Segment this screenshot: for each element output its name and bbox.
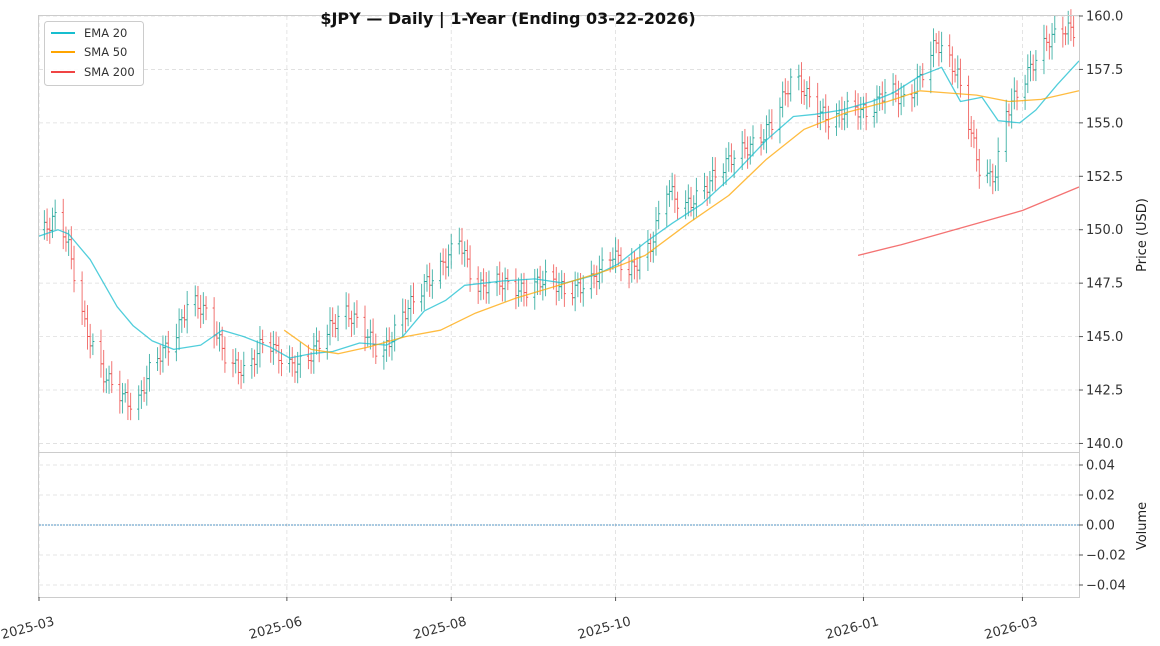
- volume-axis-ticks: −0.04 −0.02 0.00 0.02 0.04: [1079, 459, 1126, 594]
- price-tick-label: 147.5: [1086, 277, 1123, 292]
- ohlc-bar: [940, 31, 944, 63]
- legend-label-sma200: SMA 200: [84, 65, 135, 79]
- ohlc-bar: [996, 137, 1000, 191]
- ohlc-bar: [657, 200, 661, 230]
- sma200-line: [857, 186, 1080, 257]
- ohlc-bar: [1053, 15, 1057, 43]
- ohlc-bar: [147, 353, 151, 392]
- ohlc-bar: [261, 329, 265, 354]
- ohlc-bar: [204, 296, 208, 321]
- ohlc-bar: [619, 247, 623, 282]
- ohlc-bar: [355, 300, 359, 328]
- ema20-line: [38, 60, 1080, 359]
- price-tick-label: 155.0: [1086, 116, 1123, 131]
- volume-tick-label: 0.00: [1086, 519, 1115, 534]
- volume-tick-label: −0.02: [1086, 549, 1126, 564]
- ohlc-bar: [713, 157, 717, 191]
- chart-title: $JPY — Daily | 1-Year (Ending 03-22-2026…: [320, 9, 695, 29]
- ohlc-bar: [770, 109, 774, 140]
- price-tick-label: 160.0: [1086, 10, 1123, 25]
- ohlc-bar: [694, 177, 698, 217]
- ohlc-bar: [91, 333, 95, 356]
- ohlc-bar: [600, 247, 604, 283]
- ohlc-bar: [977, 148, 981, 189]
- ohlc-bar: [562, 272, 566, 307]
- ohlc-bar: [242, 351, 246, 384]
- price-tick-label: 140.0: [1086, 437, 1123, 452]
- ohlc-bar: [751, 125, 755, 157]
- ohlc-bar: [525, 278, 529, 307]
- price-axis-label: Price (USD): [1135, 198, 1150, 272]
- price-tick-label: 142.5: [1086, 384, 1123, 399]
- price-tick-label: 152.5: [1086, 170, 1123, 185]
- ohlc-bar: [544, 259, 548, 297]
- ohlc-bar: [864, 92, 868, 131]
- ohlc-bar: [449, 234, 453, 269]
- price-tick-label: 145.0: [1086, 330, 1123, 345]
- ohlc-bar: [185, 290, 189, 334]
- volume-axis-label: Volume: [1135, 502, 1150, 550]
- ohlc-bar: [1034, 50, 1038, 82]
- ohlc-bar: [1072, 15, 1076, 47]
- legend-label-sma50: SMA 50: [84, 45, 127, 59]
- ohlc-bar: [808, 76, 812, 108]
- volume-tick-label: −0.04: [1086, 579, 1126, 594]
- ohlc-bar: [412, 282, 416, 314]
- price-axis-ticks: 140.0 142.5 145.0 147.5 150.0 152.5 155.0 157.5…: [1079, 10, 1123, 452]
- ohlc-bar: [845, 91, 849, 128]
- volume-tick-label: 0.04: [1086, 459, 1115, 474]
- legend-label-ema20: EMA 20: [84, 26, 127, 40]
- ohlc-bar: [129, 392, 133, 421]
- ohlc-bar: [166, 330, 170, 366]
- ohlc-bar: [430, 269, 434, 299]
- ohlc-bar: [110, 361, 114, 394]
- ohlc-bar: [676, 191, 680, 220]
- sma50-line: [283, 90, 1080, 355]
- ohlc-bar: [72, 245, 76, 293]
- legend: EMA 20 SMA 50 SMA 200: [44, 21, 144, 86]
- ohlc-bar: [1015, 80, 1019, 111]
- moving-average-lines: [38, 60, 1080, 359]
- ohlc-bar: [336, 305, 340, 342]
- ohlc-bar: [53, 199, 57, 230]
- legend-box: [44, 21, 144, 86]
- ohlc-bar: [958, 58, 962, 98]
- volume-tick-label: 0.02: [1086, 489, 1115, 504]
- ohlc-bar: [506, 269, 510, 291]
- ohlc-bar: [223, 336, 227, 373]
- ohlc-bar: [789, 68, 793, 102]
- ohlc-bar: [581, 275, 585, 307]
- price-tick-label: 157.5: [1086, 63, 1123, 78]
- ohlc-bar: [317, 330, 321, 363]
- price-tick-label: 150.0: [1086, 223, 1123, 238]
